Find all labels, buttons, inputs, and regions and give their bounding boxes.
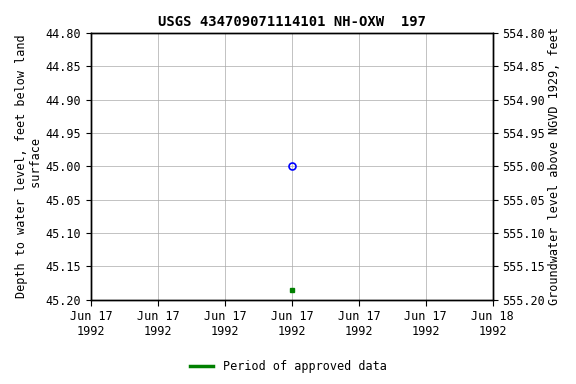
Title: USGS 434709071114101 NH-OXW  197: USGS 434709071114101 NH-OXW 197 bbox=[158, 15, 426, 29]
Y-axis label: Depth to water level, feet below land
 surface: Depth to water level, feet below land su… bbox=[15, 35, 43, 298]
Y-axis label: Groundwater level above NGVD 1929, feet: Groundwater level above NGVD 1929, feet bbox=[548, 28, 561, 305]
Legend: Period of approved data: Period of approved data bbox=[185, 356, 391, 378]
